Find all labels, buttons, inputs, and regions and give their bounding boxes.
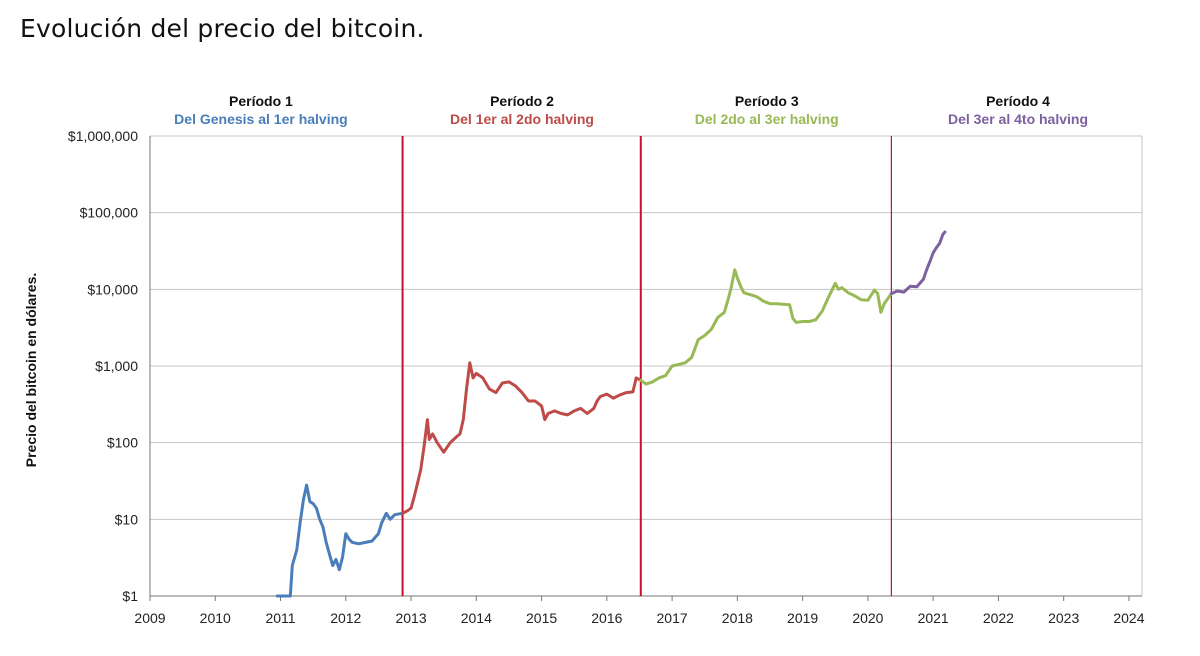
y-axis-label: Precio del bitcoin en dólares. — [23, 273, 39, 468]
x-tick-label: 2011 — [265, 610, 295, 626]
page-title: Evolución del precio del bitcoin. — [20, 14, 425, 43]
price-line — [889, 230, 947, 296]
halving-lines — [401, 136, 892, 596]
price-line — [639, 268, 893, 386]
x-tick-label: 2016 — [591, 610, 622, 626]
grid-lines — [149, 135, 1143, 601]
price-series — [275, 230, 947, 598]
x-tick-label: 2018 — [722, 610, 753, 626]
period-subtitle: Del 2do al 3er halving — [695, 111, 839, 127]
x-tick-label: 2022 — [983, 610, 1014, 626]
x-tick-label: 2012 — [330, 610, 361, 626]
y-tick-label: $1,000 — [95, 358, 138, 374]
period-title: Período 2 — [490, 93, 554, 109]
x-tick-label: 2017 — [657, 610, 688, 626]
period-title: Período 3 — [735, 93, 799, 109]
x-tick-label: 2020 — [852, 610, 883, 626]
x-tick-label: 2023 — [1048, 610, 1079, 626]
x-tick-label: 2009 — [134, 610, 165, 626]
y-tick-label: $10,000 — [87, 281, 138, 297]
period-title: Período 4 — [986, 93, 1050, 109]
y-tick-label: $100,000 — [80, 205, 139, 221]
period-headers: Período 1 Del Genesis al 1er halving Perío… — [174, 93, 1088, 127]
period-subtitle: Del 1er al 2do halving — [450, 111, 594, 127]
y-tick-label: $1,000,000 — [68, 128, 138, 144]
y-tick-labels: $1 $10 $100 $1,000 $10,000 $100,000 $1,000,000 — [68, 128, 138, 604]
price-line — [401, 361, 643, 515]
period-title: Período 1 — [229, 93, 293, 109]
period-subtitle: Del 3er al 4to halving — [948, 111, 1088, 127]
x-tick-label: 2021 — [918, 610, 949, 626]
period-subtitle: Del Genesis al 1er halving — [174, 111, 348, 127]
y-tick-label: $1 — [122, 588, 138, 604]
price-line — [275, 483, 405, 598]
x-tick-label: 2010 — [200, 610, 231, 626]
x-tick-label: 2015 — [526, 610, 557, 626]
x-tick-labels: 2009 2010 2011 2012 2013 2014 2015 2016 2017 2018… — [134, 610, 1144, 626]
x-tick-label: 2013 — [395, 610, 426, 626]
x-tick-label: 2019 — [787, 610, 818, 626]
x-tick-label: 2024 — [1113, 610, 1144, 626]
y-tick-label: $100 — [107, 435, 138, 451]
y-tick-label: $10 — [115, 511, 139, 527]
x-tick-label: 2014 — [461, 610, 492, 626]
